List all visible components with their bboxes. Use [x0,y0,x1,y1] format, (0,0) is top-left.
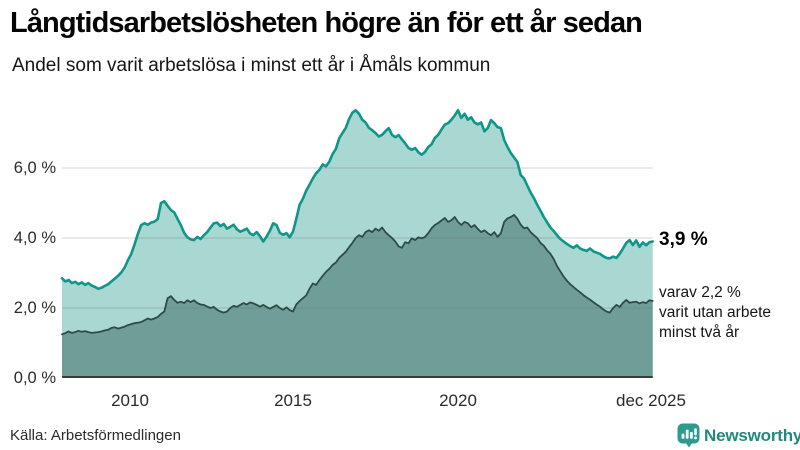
x-tick-2015: 2015 [274,391,312,410]
last-value-annotation: 3,9 % [659,229,708,250]
chart-subtitle: Andel som varit arbetslösa i minst ett å… [12,55,491,76]
brand-logo: Newsworthy [677,423,800,448]
secondary-annotation-line: varav 2,2 % [659,284,741,301]
source-caption: Källa: Arbetsförmedlingen [10,427,181,444]
x-tick-2010: 2010 [111,391,149,410]
y-tick-2: 2,0 % [13,299,56,317]
newsworthy-icon [677,423,700,448]
secondary-annotation-line: varit utan arbete [659,304,772,321]
secondary-annotation-line: minst två år [659,324,740,341]
y-tick-6: 6,0 % [13,159,56,177]
y-tick-4: 4,0 % [13,229,56,247]
secondary-annotation: varav 2,2 % varit utan arbete minst två … [659,283,771,343]
x-tick-2020: 2020 [439,391,477,410]
brand-wordmark: Newsworthy [704,425,800,445]
x-tick-dec-2025: dec 2025 [616,391,686,410]
y-tick-0: 0,0 % [13,369,56,387]
page-title: Långtidsarbetslösheten högre än för ett … [10,7,643,39]
